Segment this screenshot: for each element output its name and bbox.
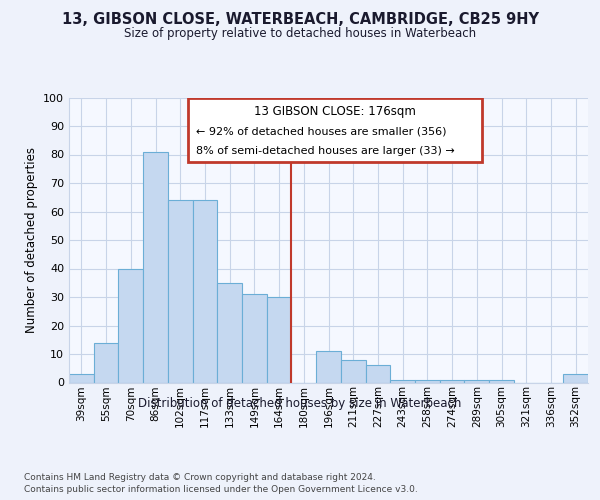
Bar [390, 380, 415, 382]
Text: 8% of semi-detached houses are larger (33) →: 8% of semi-detached houses are larger (3… [196, 146, 455, 156]
FancyBboxPatch shape [188, 98, 482, 162]
Bar [94, 342, 118, 382]
Bar [341, 360, 365, 382]
Bar [489, 380, 514, 382]
Bar [193, 200, 217, 382]
Bar [440, 380, 464, 382]
Text: Contains public sector information licensed under the Open Government Licence v3: Contains public sector information licen… [24, 485, 418, 494]
Bar [69, 374, 94, 382]
Text: 13, GIBSON CLOSE, WATERBEACH, CAMBRIDGE, CB25 9HY: 13, GIBSON CLOSE, WATERBEACH, CAMBRIDGE,… [62, 12, 539, 28]
Bar [316, 351, 341, 382]
Bar [365, 366, 390, 382]
Bar [415, 380, 440, 382]
Bar [464, 380, 489, 382]
Y-axis label: Number of detached properties: Number of detached properties [25, 147, 38, 333]
Text: Size of property relative to detached houses in Waterbeach: Size of property relative to detached ho… [124, 28, 476, 40]
Text: Contains HM Land Registry data © Crown copyright and database right 2024.: Contains HM Land Registry data © Crown c… [24, 472, 376, 482]
Bar [168, 200, 193, 382]
Text: 13 GIBSON CLOSE: 176sqm: 13 GIBSON CLOSE: 176sqm [254, 104, 416, 118]
Bar [217, 283, 242, 382]
Bar [267, 297, 292, 382]
Text: Distribution of detached houses by size in Waterbeach: Distribution of detached houses by size … [139, 398, 461, 410]
Text: ← 92% of detached houses are smaller (356): ← 92% of detached houses are smaller (35… [196, 126, 446, 136]
Bar [563, 374, 588, 382]
Bar [143, 152, 168, 382]
Bar [242, 294, 267, 382]
Bar [118, 268, 143, 382]
